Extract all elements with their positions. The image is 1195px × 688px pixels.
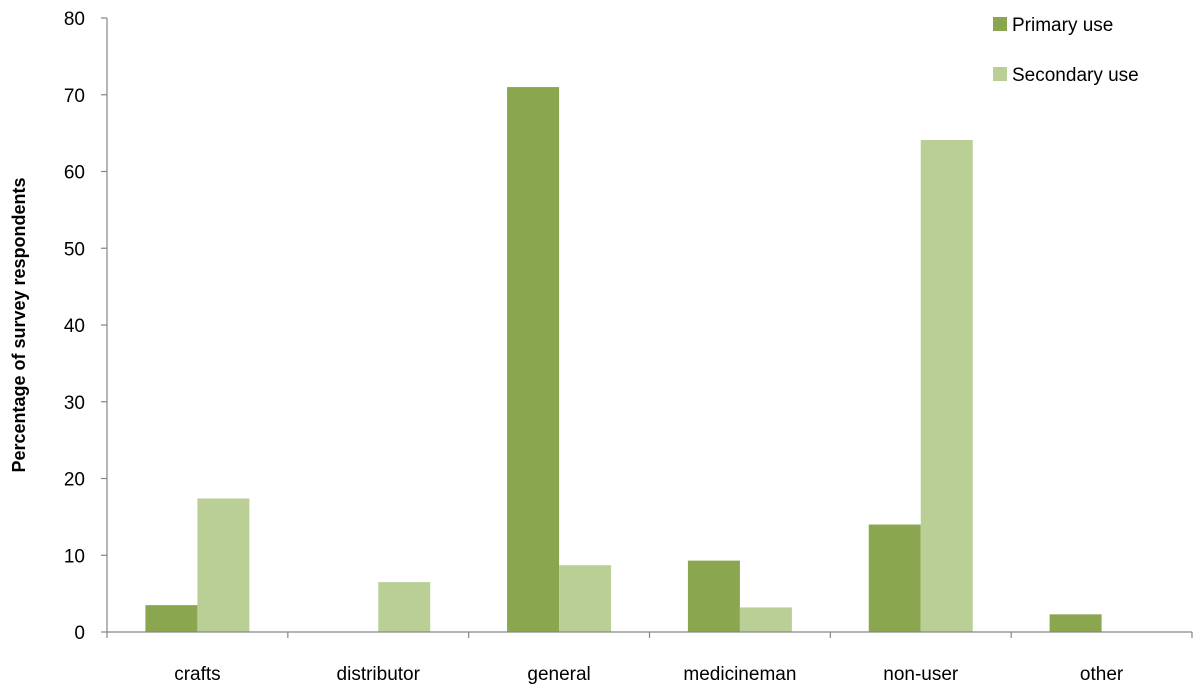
- y-axis-title: Percentage of survey respondents: [9, 177, 29, 472]
- y-tick-label: 50: [64, 239, 85, 260]
- bar-primary-use-medicineman: [687, 560, 740, 632]
- y-tick-label: 60: [64, 163, 85, 184]
- bar-secondary-use-crafts: [197, 498, 250, 632]
- legend-label: Primary use: [1012, 15, 1113, 36]
- bar-secondary-use-distributor: [378, 582, 431, 632]
- y-tick-label: 20: [64, 470, 85, 491]
- y-tick-label: 0: [74, 623, 85, 644]
- bar-secondary-use-non-user: [920, 140, 973, 632]
- bar-secondary-use-general: [559, 565, 612, 632]
- legend-label: Secondary use: [1012, 65, 1139, 86]
- y-tick-label: 70: [64, 86, 85, 107]
- bar-primary-use-non-user: [868, 524, 921, 632]
- legend-swatch: [993, 17, 1007, 31]
- y-ticks-group: 0 10 20 30 40 50 60 70 80: [64, 9, 107, 644]
- y-tick-label: 40: [64, 316, 85, 337]
- bars-group: [145, 87, 1102, 632]
- x-tick-label: other: [1080, 664, 1124, 685]
- legend: Primary use Secondary use: [993, 15, 1139, 86]
- x-tick-label: medicineman: [683, 664, 796, 685]
- y-tick-label: 10: [64, 546, 85, 567]
- x-tick-label: general: [527, 664, 590, 685]
- x-tick-label: distributor: [337, 664, 421, 685]
- x-tick-label: non-user: [883, 664, 959, 685]
- bar-secondary-use-medicineman: [739, 607, 792, 632]
- bar-primary-use-other: [1049, 614, 1102, 632]
- legend-swatch: [993, 67, 1007, 81]
- x-ticks-group: crafts distributor general medicineman non-u…: [106, 632, 1193, 685]
- y-tick-label: 30: [64, 393, 85, 414]
- y-tick-label: 80: [64, 9, 85, 30]
- x-tick-label: crafts: [174, 664, 220, 685]
- bar-primary-use-crafts: [145, 605, 198, 632]
- bar-primary-use-general: [507, 87, 560, 632]
- axes-group: [106, 18, 1192, 633]
